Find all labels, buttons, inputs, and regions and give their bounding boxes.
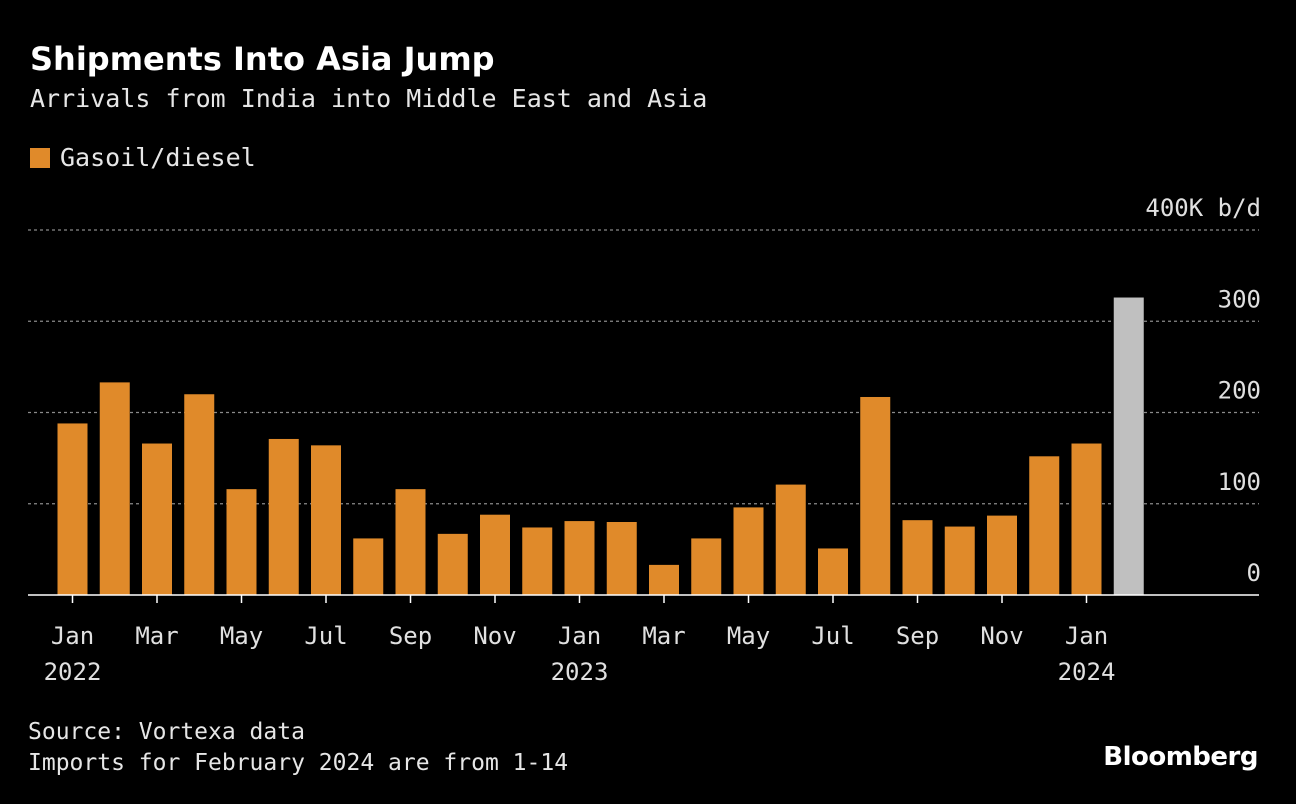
- bar: [268, 438, 299, 595]
- legend: Gasoil/diesel: [30, 143, 256, 172]
- x-tick-label: Mar: [135, 622, 178, 650]
- chart-title: Shipments Into Asia Jump: [30, 40, 495, 78]
- bar: [902, 520, 933, 595]
- x-tick-label: Nov: [473, 622, 516, 650]
- x-tick-label: Nov: [980, 622, 1023, 650]
- x-tick-label: Mar: [642, 622, 685, 650]
- y-tick-label: 100: [1218, 468, 1261, 496]
- bar: [1113, 297, 1144, 595]
- bar: [353, 538, 384, 595]
- bar: [691, 538, 722, 595]
- bar: [818, 548, 848, 595]
- bar: [437, 533, 468, 595]
- source-note: Source: Vortexa data: [28, 719, 305, 745]
- x-tick-label: Jan: [1065, 622, 1108, 650]
- x-tick-label: Jan: [558, 622, 601, 650]
- bloomberg-logo: Bloomberg: [1103, 742, 1258, 772]
- y-tick-label: 200: [1218, 377, 1261, 405]
- footnote: Imports for February 2024 are from 1-14: [28, 750, 569, 776]
- bar: [564, 521, 595, 595]
- bar: [395, 489, 426, 595]
- x-year-label: 2023: [551, 658, 609, 686]
- bar: [1071, 443, 1102, 595]
- bar: [142, 443, 172, 595]
- bar: [649, 564, 679, 595]
- bar: [1029, 456, 1060, 595]
- legend-swatch: [30, 147, 50, 168]
- bar: [184, 394, 215, 595]
- bar: [606, 522, 637, 595]
- x-year-label: 2024: [1058, 658, 1116, 686]
- bar: [480, 514, 510, 595]
- chart-subtitle: Arrivals from India into Middle East and…: [30, 84, 708, 113]
- bar-chart: 0 100 200 300 400K b/d Jan 2022 Mar May Jul Sep Nov…: [28, 194, 1261, 686]
- legend-label: Gasoil/diesel: [60, 143, 256, 172]
- bar: [311, 445, 341, 595]
- bar: [522, 527, 553, 595]
- bar: [860, 396, 891, 595]
- x-tick-label: Sep: [389, 622, 432, 650]
- bar: [57, 423, 88, 595]
- x-tick-label: Sep: [896, 622, 939, 650]
- bar: [733, 507, 764, 595]
- bar: [99, 382, 130, 595]
- bar: [987, 515, 1017, 595]
- x-tick-label: Jul: [304, 622, 347, 650]
- y-tick-label: 300: [1218, 285, 1261, 313]
- x-tick-label: May: [727, 622, 770, 650]
- x-year-label: 2022: [44, 658, 102, 686]
- y-tick-label: 400K b/d: [1145, 194, 1261, 222]
- x-tick-label: Jan: [51, 622, 94, 650]
- bar: [226, 489, 257, 595]
- bar: [944, 526, 975, 595]
- y-tick-label: 0: [1247, 559, 1261, 587]
- x-tick-label: Jul: [811, 622, 854, 650]
- bar: [775, 484, 806, 595]
- x-tick-label: May: [220, 622, 263, 650]
